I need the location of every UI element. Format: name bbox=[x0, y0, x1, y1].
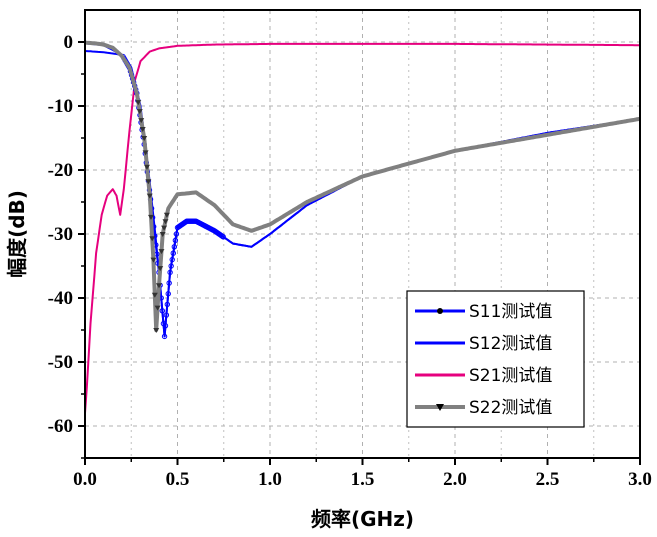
data-point bbox=[220, 234, 226, 240]
data-point bbox=[138, 118, 145, 124]
data-point bbox=[151, 292, 158, 298]
series-line bbox=[84, 42, 640, 414]
y-tick-label: -10 bbox=[48, 96, 73, 117]
y-tick-label: 0 bbox=[64, 32, 74, 53]
y-tick-label: -50 bbox=[48, 352, 73, 373]
data-point bbox=[159, 232, 166, 237]
legend-label: S11测试值 bbox=[469, 302, 552, 322]
data-point bbox=[149, 236, 156, 242]
series-layer bbox=[84, 40, 641, 414]
x-tick-label: 1.0 bbox=[258, 469, 282, 490]
legend-item: S21测试值 bbox=[415, 366, 552, 386]
x-tick-label: 1.5 bbox=[351, 469, 375, 490]
legend-item: S12测试值 bbox=[415, 334, 552, 354]
series-line bbox=[84, 40, 641, 332]
y-tick-label: -60 bbox=[48, 416, 73, 437]
legend-marker bbox=[437, 308, 443, 314]
data-point bbox=[156, 283, 162, 289]
data-point bbox=[136, 109, 143, 115]
data-point bbox=[163, 212, 170, 218]
y-tick-label: -40 bbox=[48, 288, 73, 309]
data-point bbox=[158, 249, 165, 255]
data-point bbox=[162, 219, 169, 225]
data-point bbox=[143, 164, 150, 170]
data-point bbox=[157, 266, 164, 272]
legend-item: S22测试值 bbox=[415, 398, 552, 418]
x-axis-title: 频率(GHz) bbox=[311, 507, 414, 531]
x-tick-label: 2.5 bbox=[536, 469, 560, 490]
y-axis-title: 幅度(dB) bbox=[5, 190, 29, 278]
x-tick-label: 2.0 bbox=[443, 469, 467, 490]
legend-marker bbox=[436, 404, 444, 411]
series-S22测试值 bbox=[84, 40, 641, 333]
x-tick-label: 0.0 bbox=[73, 469, 97, 490]
data-point bbox=[145, 179, 152, 185]
legend-label: S21测试值 bbox=[469, 366, 552, 386]
data-point bbox=[146, 193, 153, 199]
data-point bbox=[154, 305, 161, 311]
data-point bbox=[141, 136, 148, 141]
x-tick-label: 3.0 bbox=[628, 469, 652, 490]
y-tick-label: -20 bbox=[48, 160, 73, 181]
data-point bbox=[161, 225, 168, 231]
x-tick-label: 0.5 bbox=[166, 469, 190, 490]
axis-ticks: 0.0 0.5 1.0 1.5 2.0 2.5 3.0 0 -10 -20 -30 -40 -50 -60 bbox=[48, 32, 652, 490]
legend-label: S22测试值 bbox=[469, 398, 552, 418]
legend-label: S12测试值 bbox=[469, 334, 552, 354]
y-tick-label: -30 bbox=[48, 224, 73, 245]
legend: S11测试值 S12测试值 S21测试值 S22测试值 bbox=[406, 290, 585, 428]
data-point bbox=[150, 257, 157, 263]
series-S21测试值 bbox=[84, 42, 640, 414]
data-point bbox=[142, 150, 149, 156]
data-point bbox=[147, 214, 154, 220]
data-point bbox=[139, 127, 146, 133]
data-point bbox=[153, 328, 160, 333]
legend-item: S11测试值 bbox=[415, 302, 552, 322]
data-point bbox=[135, 100, 142, 106]
